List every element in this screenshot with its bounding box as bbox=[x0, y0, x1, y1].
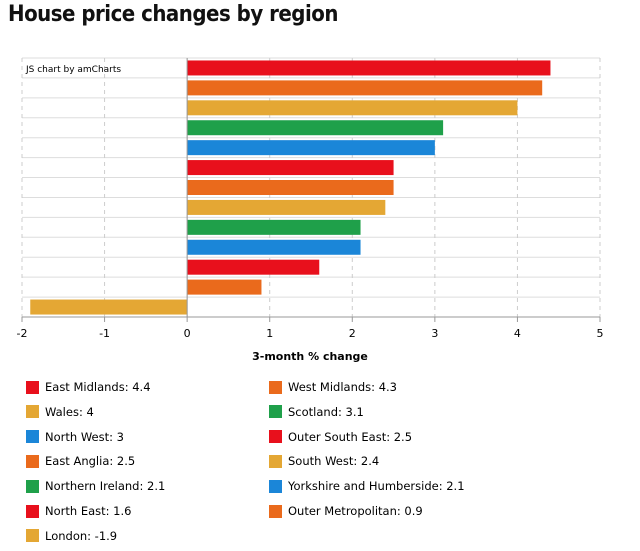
legend-item[interactable]: East Midlands: 4.4 bbox=[26, 380, 151, 394]
bar-north-west[interactable] bbox=[187, 140, 435, 156]
bar-scotland[interactable] bbox=[187, 120, 444, 136]
bar-series bbox=[30, 60, 551, 315]
legend-item[interactable]: South West: 2.4 bbox=[269, 454, 379, 468]
legend-item[interactable]: Yorkshire and Humberside: 2.1 bbox=[269, 479, 465, 493]
x-axis: -2 -1 0 1 2 3 4 5 bbox=[17, 58, 604, 340]
legend-label: Scotland: 3.1 bbox=[288, 404, 364, 419]
legend-label: Wales: 4 bbox=[45, 404, 94, 419]
legend-swatch bbox=[269, 430, 282, 444]
legend-item[interactable]: Wales: 4 bbox=[26, 405, 94, 419]
x-axis-title: 3-month % change bbox=[252, 350, 368, 363]
legend-swatch bbox=[269, 479, 282, 493]
bar-yorkshire-and-humberside[interactable] bbox=[187, 239, 361, 255]
legend-swatch bbox=[269, 504, 282, 518]
legend-label: East Anglia: 2.5 bbox=[45, 454, 136, 469]
legend-swatch bbox=[269, 454, 282, 468]
legend-label: Yorkshire and Humberside: 2.1 bbox=[288, 479, 465, 494]
legend-label: Outer South East: 2.5 bbox=[288, 429, 413, 444]
chart-credit-link[interactable]: JS chart by amCharts bbox=[25, 65, 121, 75]
chart-title: House price changes by region bbox=[8, 2, 338, 27]
legend-label: East Midlands: 4.4 bbox=[45, 380, 151, 394]
bar-outer-metropolitan[interactable] bbox=[187, 279, 262, 295]
legend-item[interactable]: London: -1.9 bbox=[26, 529, 117, 543]
legend-item[interactable]: Outer South East: 2.5 bbox=[269, 430, 412, 444]
bar-east-anglia[interactable] bbox=[187, 180, 394, 195]
legend-swatch bbox=[26, 430, 39, 444]
grid-lines bbox=[21, 57, 601, 318]
legend-item[interactable]: Outer Metropolitan: 0.9 bbox=[269, 504, 423, 518]
bar-chart: -2 -1 0 1 2 3 4 5 JS chart by amCharts 3-month … bbox=[17, 57, 604, 363]
x-tick-label: 5 bbox=[597, 327, 604, 340]
bar-east-midlands[interactable] bbox=[187, 60, 551, 76]
legend-swatch bbox=[26, 454, 39, 468]
x-tick-label: -1 bbox=[99, 327, 110, 340]
bar-west-midlands[interactable] bbox=[187, 80, 543, 96]
legend-swatch bbox=[26, 479, 39, 493]
x-tick-label: 0 bbox=[184, 327, 191, 340]
legend-swatch bbox=[26, 380, 39, 394]
legend-label: Northern Ireland: 2.1 bbox=[45, 479, 166, 494]
bar-london[interactable] bbox=[30, 299, 188, 315]
bar-south-west[interactable] bbox=[187, 199, 386, 215]
legend-item[interactable]: Northern Ireland: 2.1 bbox=[26, 479, 165, 493]
legend-label: London: -1.9 bbox=[45, 528, 118, 543]
legend-swatch bbox=[269, 380, 282, 394]
x-tick-label: 4 bbox=[514, 327, 521, 340]
legend-label: West Midlands: 4.3 bbox=[288, 380, 397, 394]
x-tick-label: -2 bbox=[17, 327, 28, 340]
legend-item[interactable]: East Anglia: 2.5 bbox=[26, 454, 135, 468]
legend-item[interactable]: Scotland: 3.1 bbox=[269, 405, 364, 419]
legend-swatch bbox=[26, 504, 39, 518]
legend-item[interactable]: North West: 3 bbox=[26, 430, 124, 444]
legend-swatch bbox=[26, 529, 39, 543]
legend-label: North West: 3 bbox=[45, 429, 124, 444]
legend-label: North East: 1.6 bbox=[45, 504, 132, 518]
legend-item[interactable]: West Midlands: 4.3 bbox=[269, 380, 397, 394]
bar-wales[interactable] bbox=[187, 100, 518, 116]
legend-label: Outer Metropolitan: 0.9 bbox=[288, 504, 423, 518]
x-tick-label: 2 bbox=[349, 327, 356, 340]
legend-swatch bbox=[26, 405, 39, 419]
bar-outer-south-east[interactable] bbox=[187, 160, 394, 176]
legend-label: South West: 2.4 bbox=[288, 454, 380, 469]
legend-swatch bbox=[269, 405, 282, 419]
legend-item[interactable]: North East: 1.6 bbox=[26, 504, 131, 518]
x-tick-label: 3 bbox=[431, 327, 438, 340]
bar-northern-ireland[interactable] bbox=[187, 219, 361, 235]
bar-north-east[interactable] bbox=[187, 259, 320, 275]
x-tick-label: 1 bbox=[266, 327, 273, 340]
